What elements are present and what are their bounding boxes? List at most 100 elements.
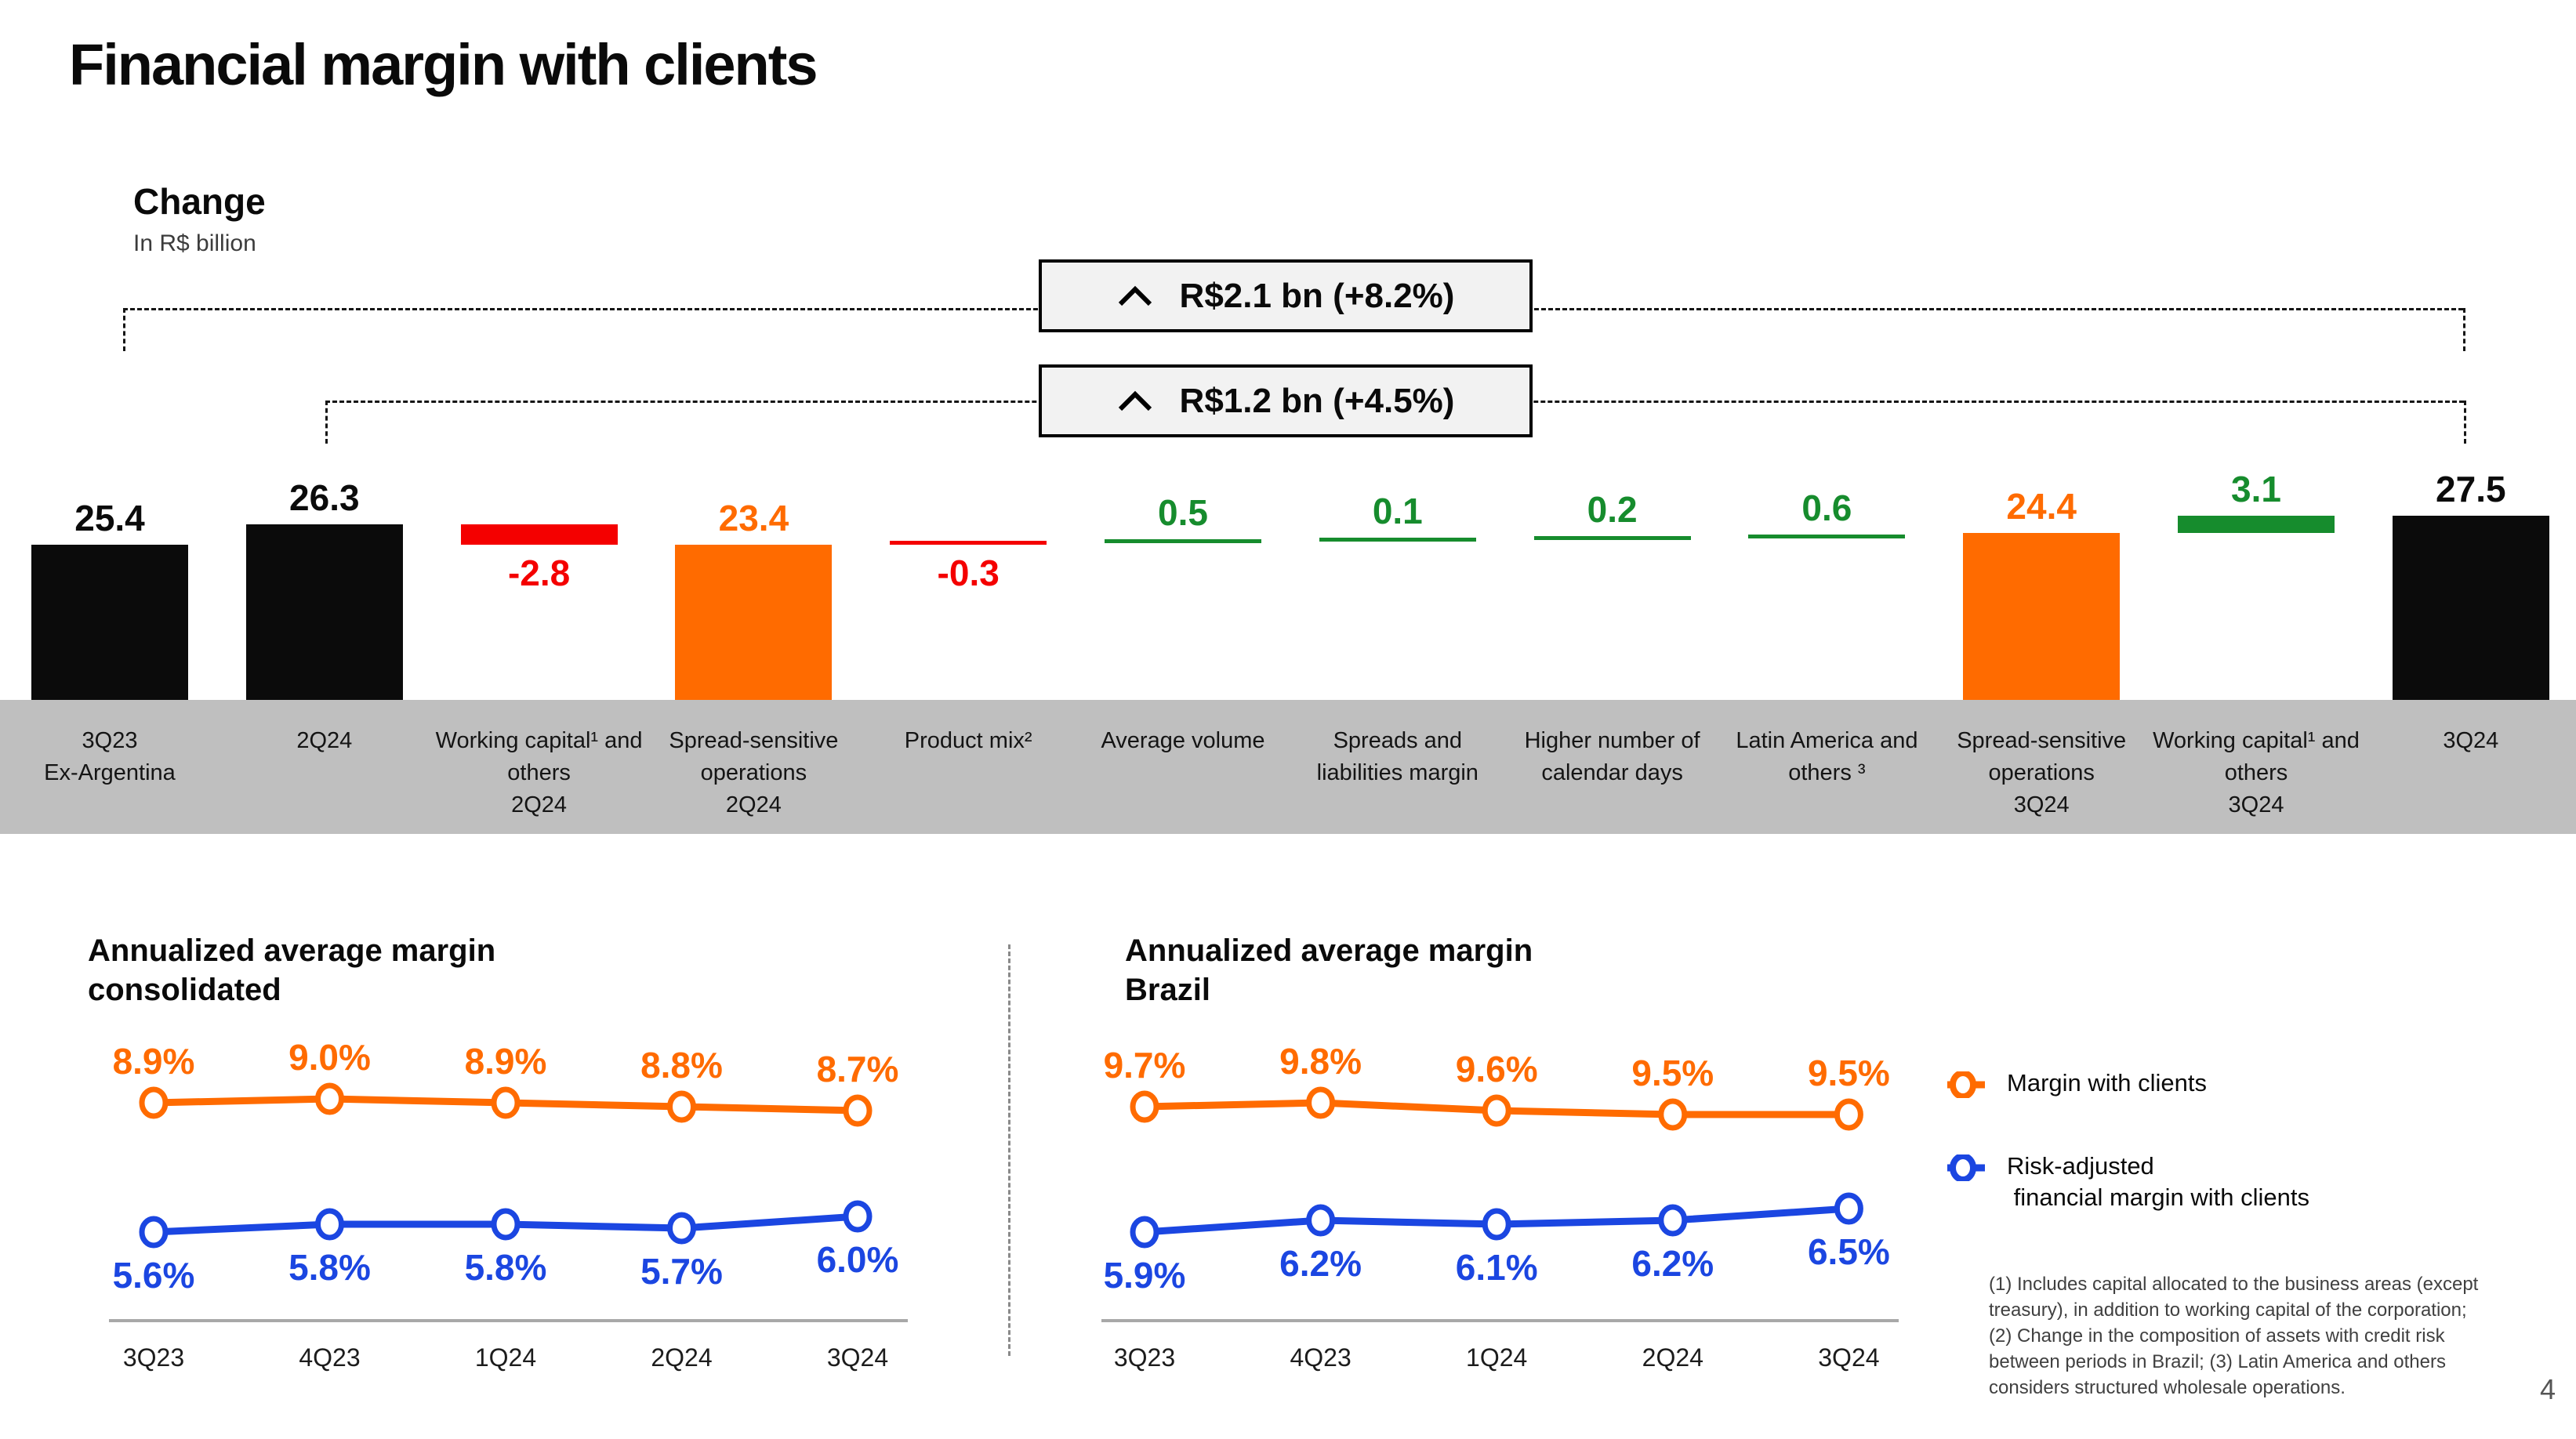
- waterfall-value-label: 25.4: [74, 498, 145, 538]
- change-callout-total: R$2.1 bn (+8.2%): [1039, 259, 1533, 332]
- waterfall-value-label: 0.2: [1587, 489, 1638, 530]
- data-point-marker: [315, 1082, 344, 1115]
- x-axis-tick-label: 4Q23: [299, 1343, 361, 1372]
- change-callout-excl: R$1.2 bn (+4.5%): [1039, 364, 1533, 437]
- data-point-label: 6.2%: [1631, 1243, 1714, 1284]
- line-chart-title: Annualized average margin Brazil: [1125, 933, 1533, 1007]
- legend-label: Margin with clients: [2007, 1069, 2207, 1096]
- x-axis-line: [1101, 1319, 1899, 1322]
- chevron-up-icon: [1118, 285, 1152, 306]
- data-point-label: 8.9%: [112, 1041, 195, 1082]
- waterfall-category-label: Higher number of calendar days: [1524, 728, 1700, 785]
- data-point-label: 8.9%: [464, 1041, 547, 1082]
- data-point-label: 9.0%: [288, 1037, 371, 1078]
- waterfall-step-line: [1533, 536, 1691, 540]
- waterfall-category-label: 2Q24: [296, 728, 353, 753]
- waterfall-category-label: Spread-sensitive operations 3Q24: [1957, 728, 2127, 817]
- data-point-label: 6.0%: [816, 1239, 899, 1280]
- waterfall-category-label: 3Q24: [2443, 728, 2499, 753]
- data-point-label: 9.5%: [1631, 1053, 1714, 1093]
- bracket-bottom-right-tick: [2464, 401, 2466, 444]
- x-axis-tick-label: 3Q23: [1113, 1343, 1176, 1372]
- data-point-marker: [667, 1212, 696, 1245]
- x-axis-tick-label: 3Q24: [1818, 1343, 1880, 1372]
- waterfall-value-label: 24.4: [2006, 486, 2077, 527]
- data-point-label: 9.6%: [1455, 1049, 1538, 1089]
- waterfall-value-label: 3.1: [2231, 469, 2281, 509]
- legend-marker: [1946, 1070, 1986, 1100]
- waterfall-value-label: 0.6: [1801, 488, 1852, 528]
- data-point-label: 8.8%: [640, 1045, 723, 1086]
- data-point-marker: [843, 1200, 873, 1233]
- bracket-bottom-left-tick: [325, 401, 328, 444]
- waterfall-category-label: Product mix²: [904, 728, 1032, 753]
- waterfall-units: In R$ billion: [133, 230, 256, 256]
- waterfall-value-label: 26.3: [289, 477, 360, 518]
- data-point-marker: [1658, 1098, 1688, 1131]
- waterfall-category-label: Spread-sensitive operations 2Q24: [669, 728, 839, 817]
- data-point-label: 5.8%: [464, 1247, 547, 1288]
- waterfall-axis-band: [0, 700, 2576, 834]
- page-title: Financial margin with clients: [69, 32, 818, 97]
- waterfall-step-line: [1319, 538, 1476, 542]
- waterfall-value-label: 23.4: [718, 498, 789, 538]
- data-point-label: 5.8%: [288, 1247, 371, 1288]
- waterfall-bar: [675, 545, 833, 700]
- x-axis-tick-label: 3Q23: [122, 1343, 185, 1372]
- waterfall-category-label: Working capital¹ and others 3Q24: [2153, 728, 2360, 817]
- data-point-marker: [139, 1216, 169, 1249]
- waterfall-step-line: [890, 541, 1047, 545]
- data-point-marker: [139, 1086, 169, 1119]
- data-point-marker: [843, 1094, 873, 1127]
- waterfall-value-label: 27.5: [2436, 469, 2506, 509]
- waterfall-category-label: Working capital¹ and others 2Q24: [435, 728, 643, 817]
- change-callout-total-text: R$2.1 bn (+8.2%): [1179, 276, 1455, 315]
- data-point-label: 6.2%: [1279, 1243, 1362, 1284]
- x-axis-tick-label: 2Q24: [651, 1343, 713, 1372]
- page-number: 4: [2539, 1373, 2556, 1405]
- waterfall-step-bar: [460, 524, 618, 545]
- legend-marker: [1946, 1153, 1986, 1183]
- data-point-label: 5.9%: [1103, 1255, 1186, 1296]
- data-point-marker: [1482, 1094, 1511, 1127]
- waterfall-value-label: -0.3: [937, 553, 1000, 593]
- data-point-marker: [1834, 1192, 1863, 1225]
- x-axis-tick-label: 4Q23: [1290, 1343, 1351, 1372]
- data-point-marker: [1306, 1086, 1336, 1119]
- x-axis-tick-label: 1Q24: [474, 1343, 537, 1372]
- waterfall-category-label: Spreads and liabilities margin: [1316, 728, 1478, 785]
- data-point-marker: [315, 1208, 344, 1241]
- waterfall-bar: [245, 524, 403, 700]
- waterfall-bar: [2392, 516, 2549, 700]
- change-callout-excl-text: R$1.2 bn (+4.5%): [1179, 381, 1455, 420]
- data-point-marker: [1834, 1098, 1863, 1131]
- waterfall-value-label: 0.5: [1158, 492, 1208, 533]
- data-point-label: 6.5%: [1807, 1231, 1890, 1272]
- data-point-marker: [1306, 1204, 1336, 1237]
- waterfall-category-label: Latin America and others ³: [1736, 728, 1918, 785]
- x-axis-tick-label: 2Q24: [1642, 1343, 1703, 1372]
- waterfall-step-line: [1105, 539, 1261, 543]
- waterfall-step-bar: [2178, 516, 2335, 533]
- data-point-marker: [1482, 1208, 1511, 1241]
- waterfall-value-label: 0.1: [1372, 491, 1423, 531]
- waterfall-value-label: -2.8: [507, 553, 571, 593]
- legend-label: Risk-adjusted financial margin with clie…: [2007, 1152, 2309, 1211]
- data-point-marker: [1130, 1090, 1159, 1123]
- waterfall-category-label: Average volume: [1101, 728, 1265, 753]
- data-point-marker: [491, 1208, 521, 1241]
- x-axis-tick-label: 3Q24: [826, 1343, 889, 1372]
- x-axis-tick-label: 1Q24: [1466, 1343, 1528, 1372]
- chart-divider: [1008, 944, 1010, 1356]
- data-point-label: 6.1%: [1455, 1247, 1538, 1288]
- data-point-marker: [491, 1086, 521, 1119]
- data-point-label: 9.8%: [1279, 1041, 1362, 1082]
- line-chart-title: Annualized average margin consolidated: [88, 933, 496, 1007]
- waterfall-category-label: 3Q23 Ex-Argentina: [44, 728, 176, 785]
- chevron-up-icon: [1118, 390, 1152, 411]
- data-point-label: 9.5%: [1807, 1053, 1890, 1093]
- data-point-marker: [1130, 1216, 1159, 1249]
- footnote: (1) Includes capital allocated to the bu…: [1989, 1274, 2479, 1398]
- x-axis-line: [109, 1319, 908, 1322]
